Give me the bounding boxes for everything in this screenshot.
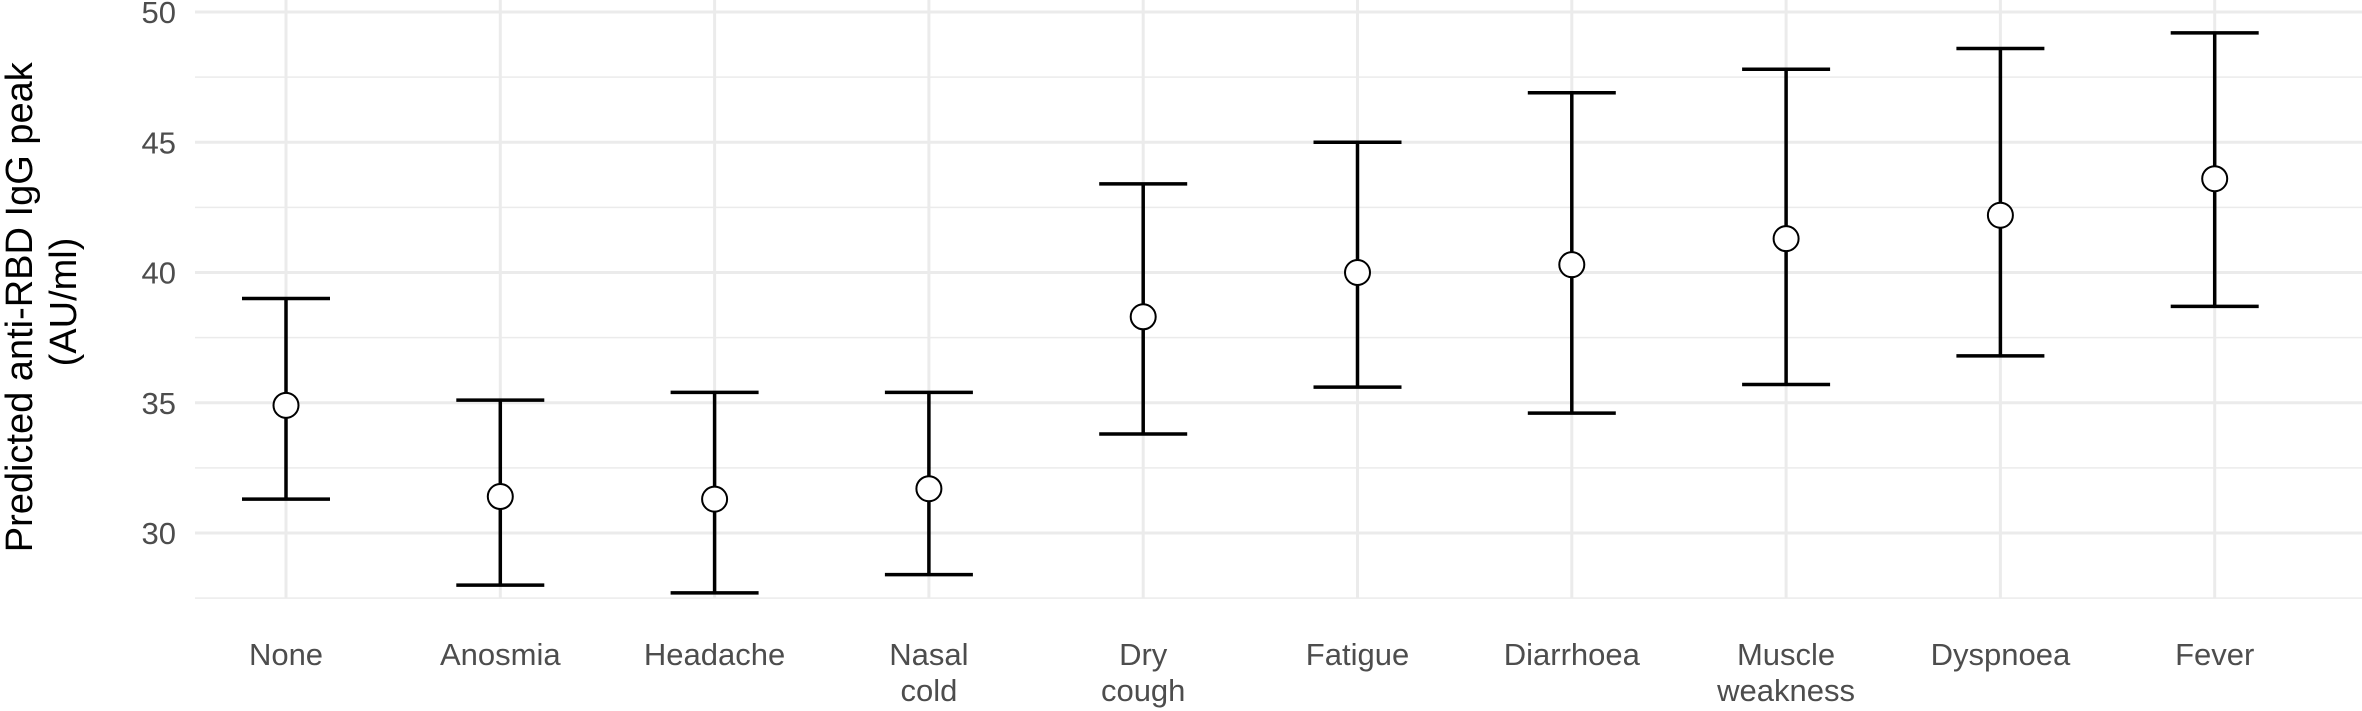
x-tick-label-line: Diarrhoea [1504,637,1641,672]
errorbar-group [1313,140,1402,389]
x-tick-label-line: Anosmia [440,637,561,672]
x-tick-label: Muscle weakness [1716,637,1855,708]
errorbar-group [670,390,759,595]
errorbar-group [2170,31,2259,309]
y-tick-label: 30 [142,516,176,551]
x-tick-label-line: cold [900,673,957,708]
x-tick-label-line: weakness [1716,673,1855,708]
x-tick-label: Headache [644,637,785,672]
x-tick-label: Anosmia [440,637,561,672]
y-tick-label: 45 [142,125,176,160]
x-tick-label-line: Fever [2175,637,2254,672]
x-tick-label-line: None [249,637,323,672]
y-tick-label: 40 [142,256,176,291]
x-tick-label-line: Dry [1119,637,1168,672]
point-estimate [1772,225,1800,253]
y-axis-title-line-2: (AU/ml) [43,238,85,367]
point-estimate [915,475,943,503]
point-estimate [272,391,300,419]
point-estimate [2201,165,2229,193]
point-estimate [486,483,514,511]
point-estimate [701,485,729,513]
errorbar-group [456,398,545,587]
x-tick-label-line: cough [1101,673,1185,708]
x-tick-label-line: Fatigue [1306,637,1409,672]
point-estimate [1558,251,1586,279]
x-tick-label: Dry cough [1101,637,1185,708]
x-tick-label-line: Headache [644,637,785,672]
point-estimate [1129,303,1157,331]
grid [195,0,2362,599]
y-tick-label: 35 [142,386,176,421]
x-tick-label: Fever [2175,637,2254,672]
y-axis-title: Predicted anti-RBD IgG peak (AU/ml) [0,52,85,553]
x-tick-label: Nasal cold [889,637,968,708]
errorbar-group [1099,182,1188,436]
errorbar-group [1527,91,1616,415]
errorbar-group [1956,46,2045,358]
errorbar-group [1742,67,1831,387]
series [242,31,2259,595]
point-estimate [1986,201,2014,229]
x-tick-label: None [249,637,323,672]
x-tick-label-line: Dyspnoea [1931,637,2071,672]
errorbar-group [242,296,330,501]
x-tick-label: Dyspnoea [1931,637,2071,672]
x-tick-label-line: Nasal [889,637,968,672]
y-tick-label: 50 [142,0,176,30]
x-axis-ticks: None Anosmia Headache Nasal cold Dry cough Fati… [249,637,2254,708]
point-estimate [1344,259,1371,286]
y-axis-title-line-1: Predicted anti-RBD IgG peak [0,61,41,552]
y-axis-ticks: 30 35 40 45 50 [142,0,176,551]
x-tick-label-line: Muscle [1737,637,1835,672]
x-tick-label: Diarrhoea [1504,637,1641,672]
errorbar-group [884,390,973,577]
x-tick-label: Fatigue [1306,637,1409,672]
